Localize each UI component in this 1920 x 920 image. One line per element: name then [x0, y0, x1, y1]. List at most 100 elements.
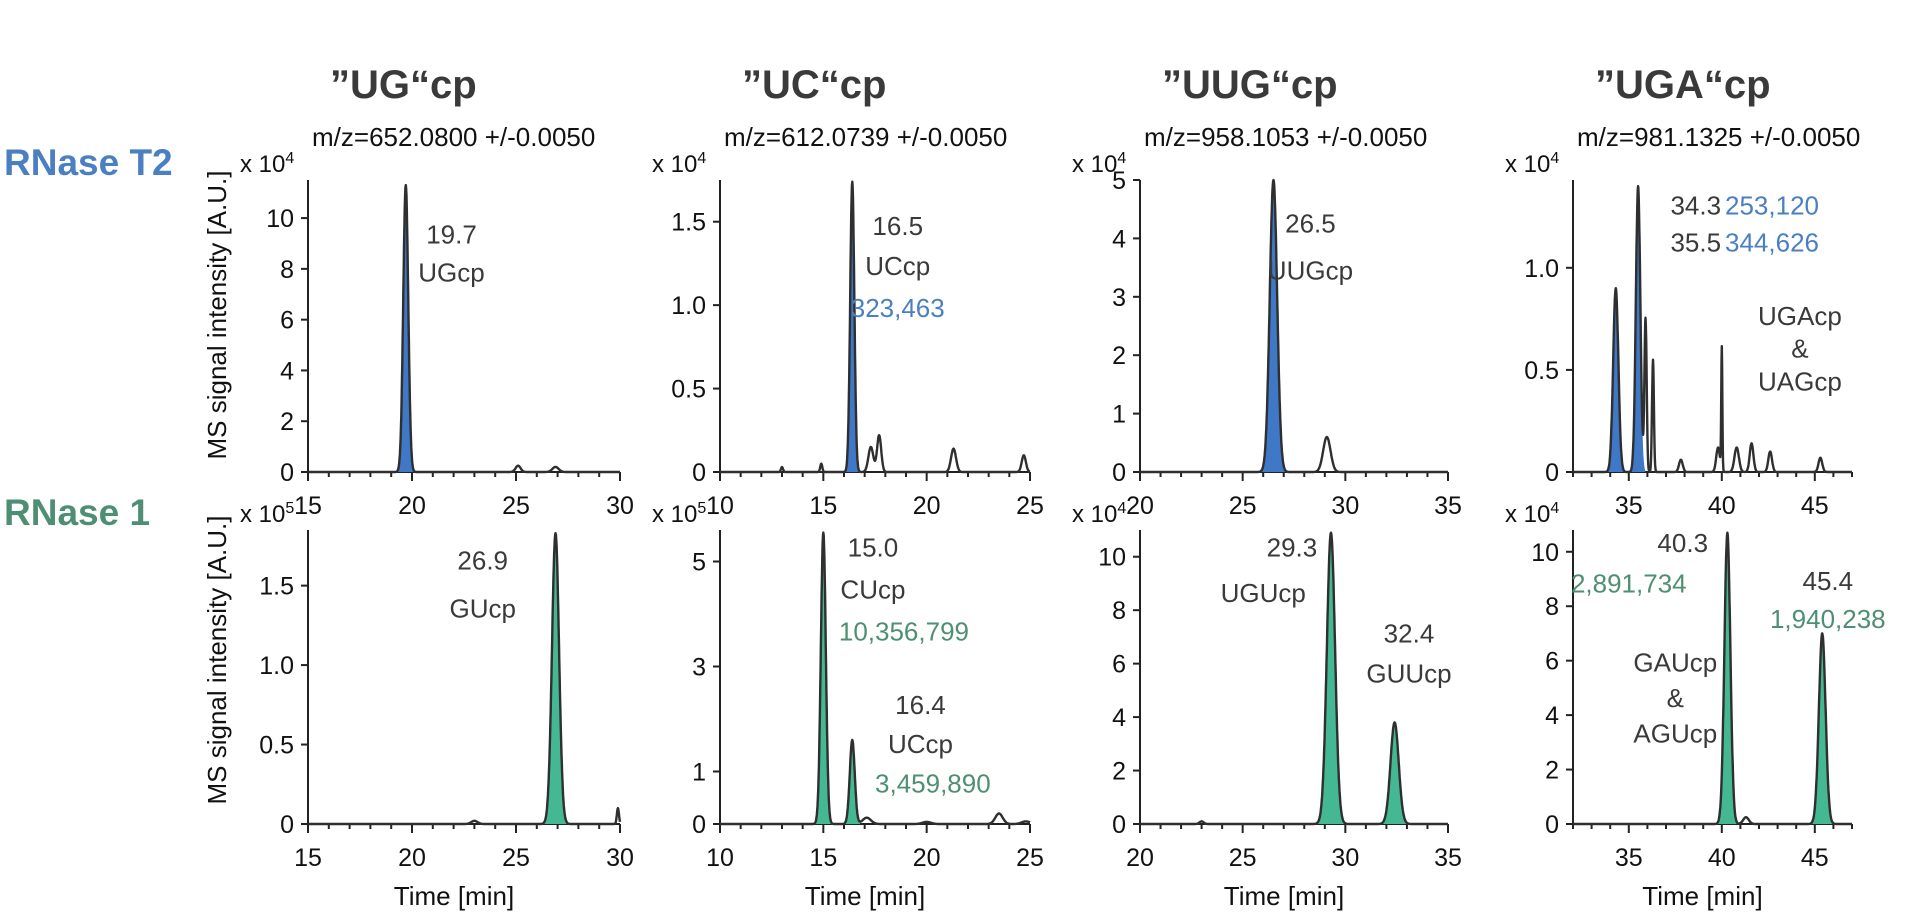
x-tick-label: 20 [913, 844, 941, 872]
panel-mz-range: m/z=652.0800 +/-0.0050 [312, 122, 595, 152]
y-tick-label: 8 [280, 256, 294, 284]
panel-title: ”UGA“cp [1595, 63, 1771, 107]
y-scale-multiplier: x 104 [240, 150, 294, 178]
x-tick-label: 25 [1016, 492, 1044, 520]
multiplier-base: x 10 [240, 151, 285, 178]
chromatogram-trace [1572, 531, 1853, 826]
peak-annotation: 15.0 [848, 532, 899, 562]
y-tick-label: 0 [280, 811, 294, 839]
peak-annotation: 34.3 [1670, 191, 1721, 221]
y-tick-label: 2 [1545, 757, 1559, 785]
x-tick-label: 25 [502, 492, 530, 520]
x-tick-label: 25 [502, 844, 530, 872]
multiplier-exponent: 4 [1117, 500, 1126, 517]
x-axis-label: Time [min] [1642, 881, 1762, 911]
panel-title: ”UUG“cp [1162, 63, 1338, 107]
y-tick-label: 3 [692, 654, 706, 682]
x-tick-label: 10 [706, 492, 734, 520]
multiplier-exponent: 4 [285, 150, 294, 167]
y-tick-label: 1.5 [259, 573, 294, 601]
peak-annotation: & [1791, 334, 1808, 364]
y-tick-label: 6 [280, 307, 294, 335]
x-tick-label: 40 [1708, 492, 1736, 520]
x-tick-label: 35 [1434, 492, 1462, 520]
peak-annotation: AGUcp [1633, 718, 1717, 748]
y-tick-label: 0 [692, 811, 706, 839]
x-tick-label: 25 [1229, 844, 1257, 872]
multiplier-base: x 10 [652, 151, 697, 178]
y-tick-label: 4 [280, 357, 294, 385]
y-tick-label: 10 [266, 205, 294, 233]
peak-annotation: UGAcp [1758, 301, 1842, 331]
multiplier-base: x 10 [1505, 151, 1550, 178]
x-tick-label: 15 [294, 844, 322, 872]
x-tick-label: 20 [1126, 844, 1154, 872]
x-tick-label: 25 [1229, 492, 1257, 520]
y-tick-label: 4 [1112, 225, 1126, 253]
x-tick-label: 35 [1615, 844, 1643, 872]
y-tick-label: 10 [1531, 539, 1559, 567]
panel-title: ”UG“cp [330, 63, 477, 107]
peak-annotation: CUcp [840, 574, 905, 604]
y-tick-label: 4 [1112, 704, 1126, 732]
multiplier-exponent: 5 [285, 500, 294, 517]
x-tick-label: 45 [1801, 492, 1829, 520]
panel-mz-range: m/z=612.0739 +/-0.0050 [724, 122, 1007, 152]
x-tick-label: 30 [606, 492, 634, 520]
x-tick-label: 30 [606, 844, 634, 872]
y-tick-label: 2 [1112, 758, 1126, 786]
multiplier-exponent: 4 [1550, 500, 1559, 517]
chromatogram-trace [1572, 184, 1853, 474]
x-tick-label: 20 [913, 492, 941, 520]
multiplier-base: x 10 [1505, 501, 1550, 528]
peak-annotation: GUcp [449, 593, 515, 623]
y-tick-label: 1.0 [671, 292, 706, 320]
x-tick-label: 20 [398, 844, 426, 872]
y-scale-multiplier: x 105 [652, 500, 706, 528]
peak-annotation: UGcp [418, 258, 484, 288]
x-tick-label: 45 [1801, 844, 1829, 872]
peak-annotation: 323,463 [851, 293, 945, 323]
x-tick-label: 20 [398, 492, 426, 520]
y-tick-label: 1 [692, 759, 706, 787]
peak-annotation: 1,940,238 [1770, 604, 1886, 634]
peak-annotation: UCcp [865, 251, 930, 281]
x-tick-label: 15 [809, 492, 837, 520]
peak-annotation: 344,626 [1725, 227, 1819, 257]
y-scale-multiplier: x 104 [652, 150, 706, 178]
y-tick-label: 8 [1545, 593, 1559, 621]
y-tick-label: 0.5 [671, 376, 706, 404]
chromatogram-trace [1139, 531, 1449, 826]
y-tick-label: 6 [1545, 648, 1559, 676]
y-tick-label: 0 [1112, 459, 1126, 487]
peak-annotation: GUUcp [1366, 658, 1451, 688]
y-scale-multiplier: x 104 [1072, 500, 1126, 528]
y-scale-multiplier: x 104 [1072, 150, 1126, 178]
chromatogram-trace [1139, 178, 1449, 474]
y-tick-label: 5 [1112, 167, 1126, 195]
y-tick-label: 0 [1112, 811, 1126, 839]
y-axis-label-bottom: MS signal intensity [A.U.] [202, 516, 232, 805]
multiplier-exponent: 5 [697, 500, 706, 517]
y-tick-label: 1.0 [1524, 255, 1559, 283]
x-tick-label: 25 [1016, 844, 1044, 872]
y-scale-multiplier: x 105 [240, 500, 294, 528]
chromatogram-panel-0-1: ”UC“cp m/z=612.0739 +/-0.0050 x 104 0 0.5 1.0… [652, 63, 1044, 520]
peak-annotation: UAGcp [1758, 366, 1842, 396]
chromatogram-trace [307, 183, 621, 474]
x-tick-label: 30 [1331, 492, 1359, 520]
row-label-rnase-1: RNase 1 [4, 492, 150, 533]
x-axis-label: Time [min] [805, 881, 925, 911]
y-tick-label: 0.5 [259, 732, 294, 760]
panel-mz-range: m/z=958.1053 +/-0.0050 [1144, 122, 1427, 152]
chromatogram-trace [719, 180, 1031, 474]
peak-annotation: 26.9 [457, 546, 508, 576]
y-tick-label: 3 [1112, 284, 1126, 312]
peak-annotation: GAUcp [1633, 648, 1717, 678]
